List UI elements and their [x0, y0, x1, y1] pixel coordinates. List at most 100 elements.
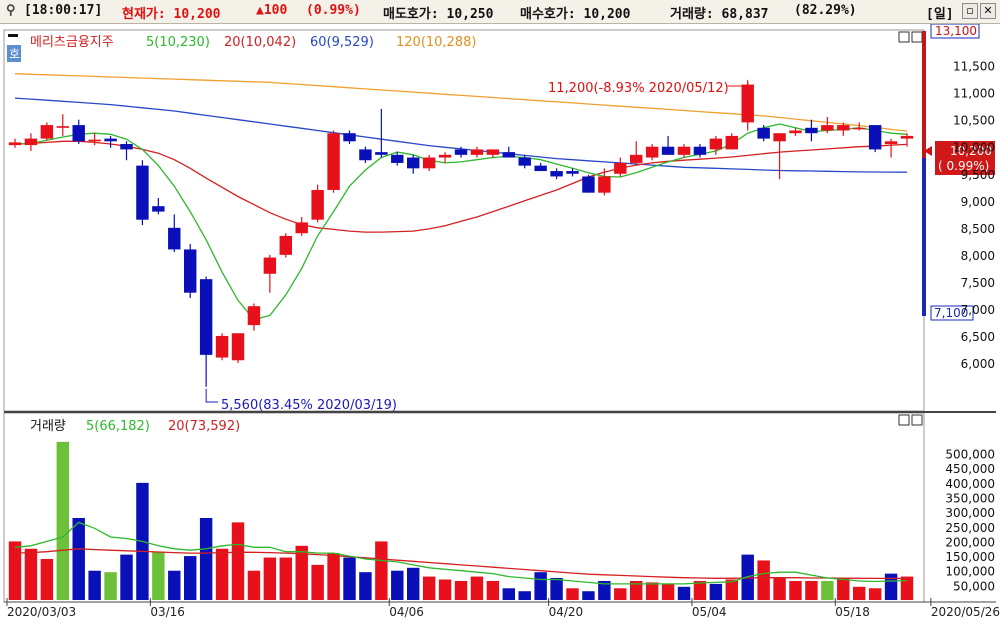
- candle-body: [8, 142, 22, 146]
- volume-bar: [645, 582, 659, 600]
- candle-body: [837, 125, 850, 131]
- ask-price: 매도호가: 10,250: [383, 7, 494, 22]
- period-selector[interactable]: [일]: [926, 7, 954, 22]
- current-price-box: [935, 141, 995, 175]
- restore-icon[interactable]: ▫: [962, 3, 978, 19]
- min-arrow: [205, 388, 219, 403]
- candle-body: [88, 139, 101, 142]
- x-tick-label: 2020/05/26: [931, 605, 1000, 619]
- volume-bar: [821, 580, 834, 600]
- chart-svg: 호 메리츠금융지주 5(10,230) 20(10,042) 60(9,529)…: [3, 24, 1000, 619]
- volume-bar: [295, 545, 308, 600]
- vol-legend-name: 거래량: [30, 419, 66, 434]
- price-tick-label: 7,000: [961, 303, 995, 317]
- candle-body: [215, 335, 229, 358]
- candle-body: [40, 125, 54, 139]
- x-tick-label: 2020/03/03: [7, 605, 76, 619]
- vol-legend-ma20: 20(73,592): [168, 419, 240, 434]
- price-axis: 6,000 6,500 7,000 7,500 8,000 8,500 9,000 9,500…: [953, 60, 995, 371]
- price-panel-max-icon[interactable]: [898, 31, 910, 43]
- candle-body: [199, 279, 213, 355]
- volume-bar: [40, 559, 54, 600]
- volume-bar: [661, 583, 675, 600]
- volume-bar: [215, 548, 229, 600]
- candle-body: [566, 171, 579, 174]
- candle-body: [295, 222, 308, 234]
- candle-body: [72, 125, 85, 142]
- volume-bar: [359, 572, 372, 600]
- price-tick-label: 10,000: [953, 141, 995, 155]
- min-annotation: 5,560(83.45% 2020/03/19): [221, 398, 397, 413]
- price-tick-label: 11,000: [953, 87, 995, 101]
- candle-body: [725, 135, 738, 150]
- price-tick-label: 9,000: [961, 195, 995, 209]
- candle-body: [391, 154, 404, 163]
- price-panel-buttons: [898, 31, 923, 426]
- price-change: ▲100: [256, 3, 288, 18]
- price-panel-close-icon[interactable]: [911, 31, 923, 43]
- volume-axis: 50,000100,000150,000200,000250,000300,00…: [945, 448, 995, 594]
- volume-bar: [152, 551, 165, 600]
- current-price-pointer: [924, 146, 932, 156]
- volume-tick-label: 450,000: [945, 462, 995, 476]
- vol-panel-close-icon[interactable]: [911, 414, 923, 426]
- volume-bar: [56, 441, 69, 600]
- candle-body: [534, 165, 547, 172]
- volume-bar: [343, 557, 356, 600]
- volume-bar: [534, 572, 547, 600]
- vol-legend-ma5: 5(66,182): [86, 419, 150, 434]
- volume-bar: [837, 578, 850, 600]
- vol-panel-max-icon[interactable]: [898, 414, 910, 426]
- candle-body: [438, 154, 452, 158]
- candle-body: [518, 157, 531, 166]
- legend-ma20: 20(10,042): [224, 35, 296, 50]
- candle-body: [757, 127, 770, 139]
- ma20-line: [14, 140, 908, 233]
- volume-bar: [900, 576, 914, 600]
- volume-bar: [8, 541, 22, 600]
- toolbar: ⚲ [18:00:17] 현재가: 10,200 ▲100 (0.99%) 매도…: [0, 0, 1000, 24]
- volume-bar: [438, 579, 452, 600]
- candle-body: [343, 133, 356, 142]
- candle-body: [693, 146, 707, 155]
- candle-body: [375, 152, 388, 155]
- candle-body: [168, 227, 181, 250]
- x-tick-label: 03/16: [150, 605, 185, 619]
- candle-body: [470, 149, 484, 155]
- volume-tick-label: 400,000: [945, 477, 995, 491]
- volume-bar: [868, 588, 882, 600]
- candle-body: [184, 249, 197, 293]
- vol-ma20-line: [14, 548, 907, 580]
- volume-bar: [773, 578, 786, 600]
- candle-body: [359, 149, 372, 161]
- volume-bar: [184, 556, 197, 600]
- price-tick-label: 8,000: [961, 249, 995, 263]
- pin-icon[interactable]: ⚲: [6, 3, 16, 18]
- top-range-box: [930, 24, 980, 39]
- volume-bar: [805, 580, 818, 600]
- volume-tick-label: 50,000: [953, 579, 995, 593]
- candle-body: [709, 138, 723, 150]
- close-icon[interactable]: ✕: [980, 3, 996, 19]
- candle-body: [677, 146, 691, 155]
- volume-bar: [741, 554, 754, 600]
- volume-bars: [8, 441, 914, 600]
- volume-bar: [630, 580, 643, 600]
- volume-tick-label: 200,000: [945, 535, 995, 549]
- price-tick-label: 8,500: [961, 222, 995, 236]
- candle-body: [900, 135, 914, 139]
- volume-bar: [104, 572, 117, 600]
- volume-bar: [598, 580, 611, 600]
- candle-body: [136, 165, 149, 220]
- candle-body: [486, 149, 500, 155]
- ma120-line: [14, 73, 908, 132]
- volume-tick-label: 100,000: [945, 565, 995, 579]
- candle-body: [327, 133, 340, 190]
- price-change-pct: (0.99%): [306, 3, 361, 18]
- top-range-label: 13,100: [935, 24, 977, 38]
- volume-ma-lines: [14, 521, 908, 585]
- candles: [8, 81, 914, 387]
- current-price: 현재가: 10,200: [122, 7, 221, 22]
- volume-bar: [470, 576, 484, 600]
- candle-body: [247, 306, 261, 326]
